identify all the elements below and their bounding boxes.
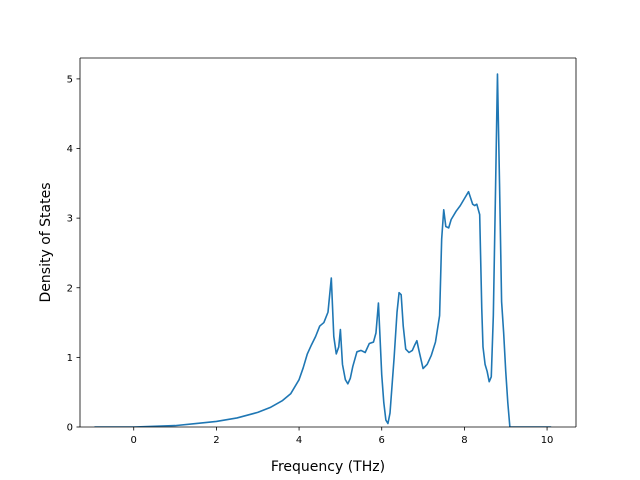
- series-line-0: [94, 73, 552, 427]
- y-tick-label: 4: [67, 144, 73, 155]
- series-layer: [94, 73, 552, 427]
- y-tick-label: 3: [67, 214, 73, 225]
- x-axis-ticks: 0 2 4 6 8 10: [131, 427, 554, 446]
- y-axis-ticks: 0 1 2 3 4 5: [67, 74, 80, 434]
- x-tick-label: 0: [131, 435, 137, 446]
- x-tick-label: 6: [379, 435, 385, 446]
- plot-area: [80, 58, 576, 427]
- x-tick-label: 2: [213, 435, 219, 446]
- x-tick-label: 4: [296, 435, 302, 446]
- y-tick-label: 5: [67, 74, 73, 85]
- y-axis-title: Density of States: [38, 183, 54, 303]
- x-tick-label: 8: [461, 435, 467, 446]
- y-tick-label: 1: [67, 353, 73, 364]
- y-tick-label: 2: [67, 283, 73, 294]
- x-axis-title: Frequency (THz): [271, 459, 385, 475]
- axes-frame: [79, 57, 577, 428]
- y-tick-label: 0: [67, 423, 73, 434]
- x-tick-label: 10: [541, 435, 554, 446]
